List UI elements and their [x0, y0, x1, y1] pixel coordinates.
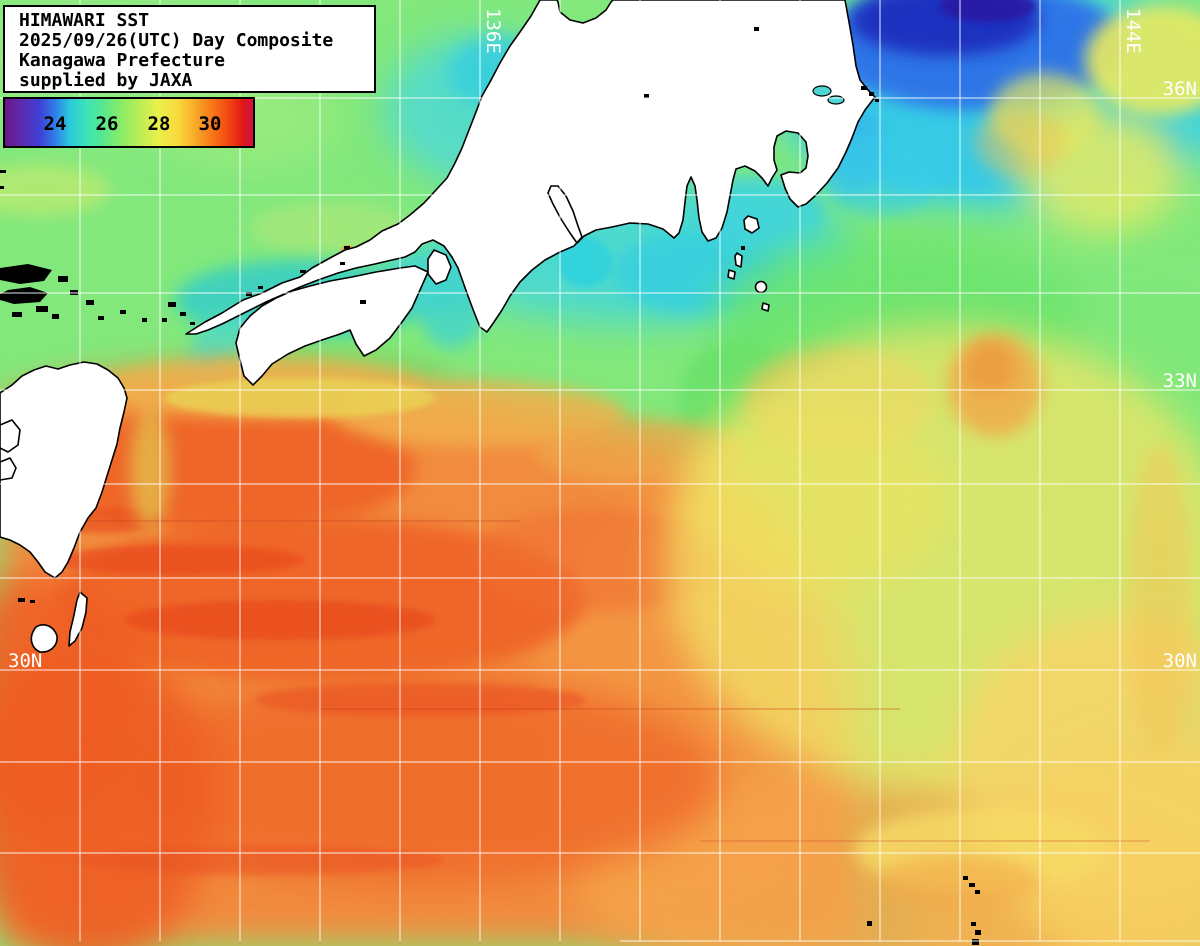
colorbar-tick-30: 30 [198, 113, 222, 135]
lat-label-30n-right: 30N [1163, 650, 1197, 672]
land-masses [0, 0, 876, 653]
title-box: HIMAWARI SST 2025/09/26(UTC) Day Composi… [3, 5, 376, 93]
awaji-island [427, 249, 452, 285]
kozushima-island [727, 269, 736, 280]
graticule-labels: 136E 144E 36N 33N 30N 30N [8, 8, 1197, 672]
title-date-line: 2025/09/26(UTC) Day Composite [19, 30, 334, 51]
tanegashima-island [68, 591, 88, 647]
miyakejima-island [754, 280, 768, 294]
sst-colorbar-legend: 24 26 28 30 [3, 97, 255, 148]
lon-label-136e: 136E [482, 8, 504, 54]
title-credit-line: supplied by JAXA [19, 70, 193, 91]
lon-label-144e: 144E [1122, 8, 1144, 54]
lat-label-36n: 36N [1163, 78, 1197, 100]
title-product-name: HIMAWARI SST [19, 10, 150, 31]
colorbar-tick-28: 28 [147, 113, 171, 135]
lat-label-33n: 33N [1163, 370, 1197, 392]
lat-label-30n-left: 30N [8, 650, 42, 672]
scanline-artifacts [60, 520, 1150, 842]
amakusa-islands [0, 419, 21, 453]
colorbar-tick-24: 24 [43, 113, 67, 135]
niijima-island [734, 252, 743, 268]
shikoku-landmass [235, 265, 429, 386]
colorbar-tick-26: 26 [95, 113, 119, 135]
mikurajima-island [761, 302, 770, 312]
yakushima-island [30, 624, 58, 653]
kyushu-landmass [0, 361, 128, 579]
honshu-landmass [185, 0, 876, 335]
small-islets [18, 27, 981, 945]
title-region-line: Kanagawa Prefecture [19, 50, 225, 71]
amakusa-islands-2 [0, 457, 17, 481]
izu-oshima-island [743, 215, 760, 234]
